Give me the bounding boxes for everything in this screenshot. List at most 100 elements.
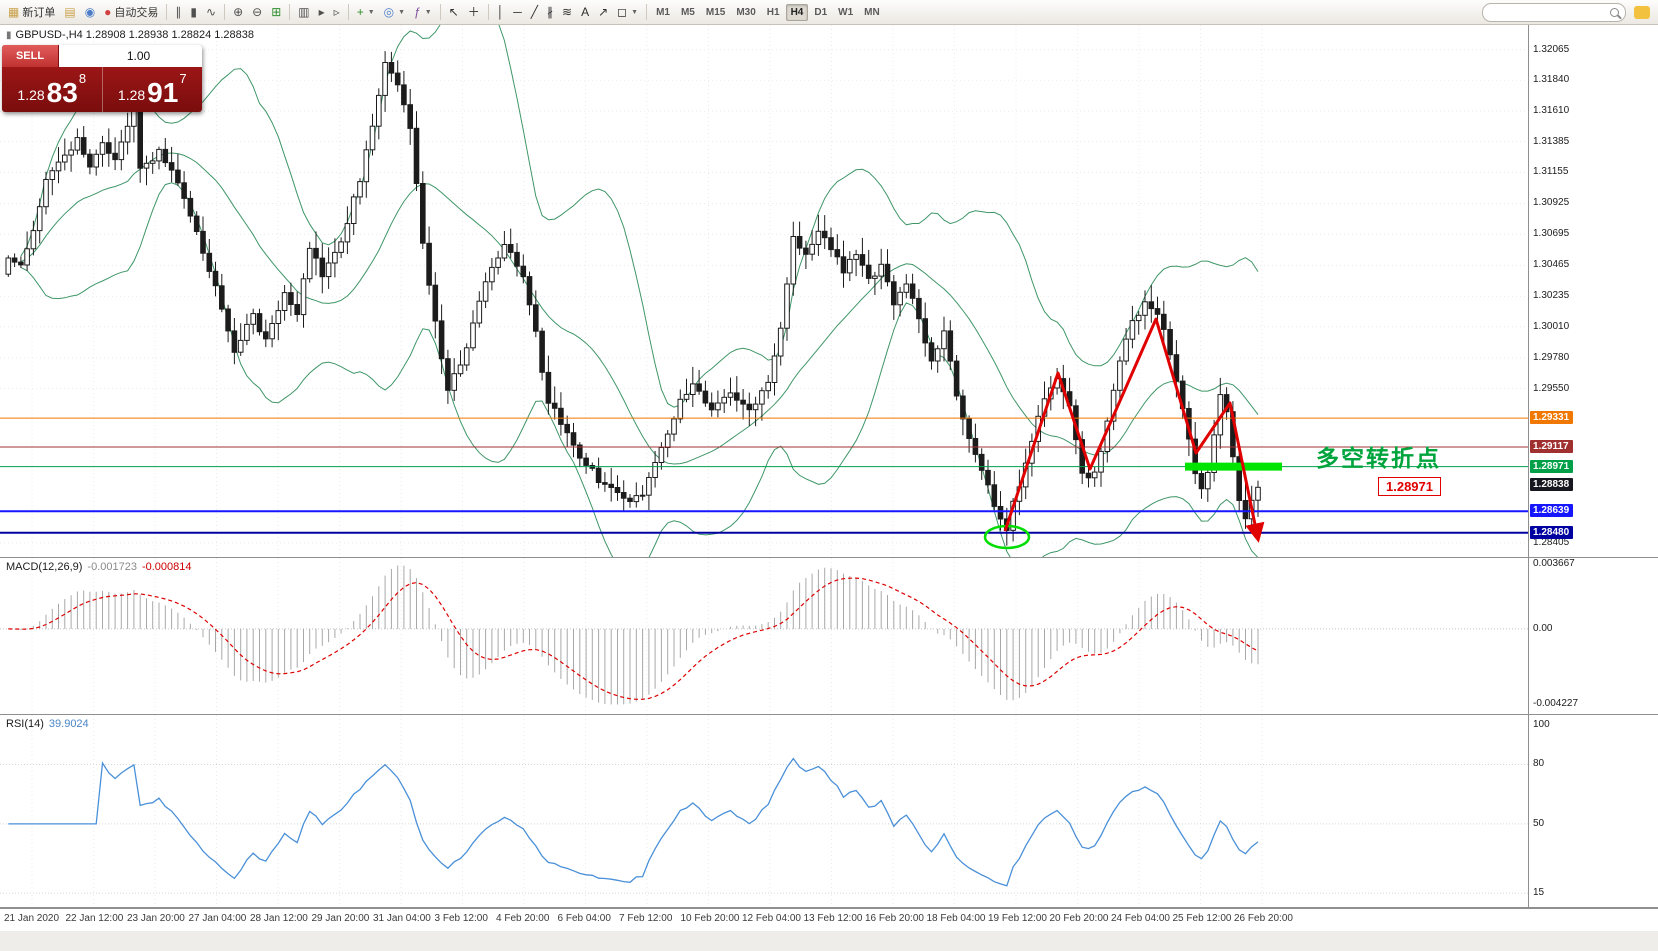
one-click-trading-panel: SELL ▲ ▼ BUY 1.28 83 8 1.28 91 7	[2, 45, 202, 112]
timeframe-w1-button[interactable]: W1	[838, 6, 854, 18]
new-order-icon: ▦	[8, 5, 20, 19]
new-order-button[interactable]: ▦ 新订单	[4, 3, 59, 21]
chart-shift-button[interactable]: ▹	[330, 3, 344, 21]
timeframe-m15-button[interactable]: M15	[705, 6, 726, 18]
search-input[interactable]	[1489, 5, 1610, 19]
price-axis: 1.32065 1.31840 1.31610 1.31385 1.31155 1.309…	[1528, 25, 1658, 908]
trendline-tool-button[interactable]: ╱	[527, 3, 542, 21]
line-chart-button[interactable]: ∿	[202, 3, 220, 21]
ohlc-bars-chart-icon: ∥	[175, 5, 182, 19]
new-chart-button[interactable]: + ▼	[353, 3, 379, 21]
rsi-axis-label: 100	[1533, 718, 1550, 730]
arrange-windows-button[interactable]: ▥	[294, 3, 313, 21]
time-axis-label: 31 Jan 04:00	[373, 913, 431, 924]
price-flag-label: 1.28971	[1378, 477, 1441, 496]
sell-price[interactable]: 1.28 83 8	[2, 67, 103, 112]
macd-title: MACD(12,26,9)	[6, 561, 83, 573]
channel-tool-button[interactable]: ∦	[543, 3, 557, 21]
sell-button[interactable]: SELL	[2, 45, 58, 67]
price-axis-label: 1.29780	[1533, 351, 1570, 363]
candlestick-chart-button[interactable]: ▮	[186, 3, 201, 21]
auto-trading-button[interactable]: ● 自动交易	[100, 3, 162, 21]
timeframe-m5-button[interactable]: M5	[680, 6, 695, 18]
ohlc-bars-chart-button[interactable]: ∥	[171, 3, 185, 21]
buy-price-point: 7	[179, 71, 187, 86]
turning-point-annotation: 多空转折点	[1316, 445, 1441, 471]
tile-windows-button[interactable]: ⊞	[267, 3, 285, 21]
crosshair-tool-icon: ＋	[467, 5, 480, 19]
time-axis-label: 24 Feb 04:00	[1111, 913, 1170, 924]
buy-price[interactable]: 1.28 91 7	[103, 67, 203, 112]
auto-scroll-icon: ▸	[318, 5, 325, 19]
vertical-line-tool-icon: │	[496, 5, 505, 19]
price-axis-label: 1.30010	[1533, 320, 1570, 332]
toolbar-separator	[224, 4, 226, 20]
zoom-out-button[interactable]: ⊖	[248, 3, 266, 21]
timeframe-mn-button[interactable]: MN	[864, 6, 880, 18]
timeframe-m30-button[interactable]: M30	[736, 6, 756, 18]
chart-window-button[interactable]: ▤	[60, 3, 79, 21]
rsi-panel[interactable]	[0, 715, 1528, 907]
timeframe-h4-button[interactable]: H4	[785, 3, 809, 21]
volume-input[interactable]	[59, 45, 202, 67]
macd-header: MACD(12,26,9) -0.001723 -0.000814	[6, 561, 192, 573]
arrange-windows-icon: ▥	[298, 5, 310, 19]
candlestick-chart[interactable]	[0, 25, 1528, 557]
horizontal-line-tool-button[interactable]: ─	[509, 3, 526, 21]
vertical-line-tool-button[interactable]: │	[493, 3, 509, 21]
price-axis-label: 1.31610	[1533, 105, 1570, 117]
indicators-button[interactable]: ƒ ▼	[410, 3, 436, 21]
new-chart-icon: +	[356, 5, 364, 19]
price-axis-label: 1.31840	[1533, 74, 1570, 86]
zoom-out-icon: ⊖	[252, 5, 263, 19]
price-axis-label: 1.30925	[1533, 197, 1570, 209]
price-badge: 1.28838	[1530, 477, 1574, 491]
time-axis-label: 12 Feb 04:00	[742, 913, 801, 924]
buy-price-pips: 91	[147, 77, 179, 108]
macd-panel[interactable]	[0, 558, 1528, 714]
shapes-tool-icon: ◻	[617, 5, 628, 19]
community-chat-icon[interactable]	[1634, 5, 1650, 19]
search-icon	[1610, 7, 1619, 17]
price-badge: 1.29331	[1530, 411, 1574, 425]
timeframe-bar: M1 M5 M15 M30 H1 H4 D1 W1 MN	[651, 3, 885, 21]
chart-window-icon: ▤	[64, 5, 76, 19]
panel-separator[interactable]	[0, 557, 1658, 558]
auto-scroll-button[interactable]: ▸	[315, 3, 329, 21]
timeframe-m1-button[interactable]: M1	[656, 6, 670, 18]
rsi-axis-label: 15	[1533, 887, 1545, 899]
cursor-tool-button[interactable]: ↖	[445, 3, 463, 21]
sell-price-pips: 83	[46, 77, 78, 108]
panel-separator[interactable]	[0, 714, 1658, 715]
timeframe-h1-button[interactable]: H1	[766, 6, 780, 18]
price-axis-label: 1.30695	[1533, 228, 1570, 240]
time-axis-label: 10 Feb 20:00	[680, 913, 740, 924]
profiles-button[interactable]: ◎ ▼	[380, 3, 409, 21]
toolbar-separator	[646, 4, 648, 20]
window-bottom-filler	[0, 930, 1658, 951]
community-button[interactable]: ◉	[81, 3, 99, 21]
community-icon: ◉	[84, 5, 96, 19]
timeframe-d1-button[interactable]: D1	[814, 6, 828, 18]
volume-box: ▲ ▼	[58, 45, 202, 67]
price-axis-label: 1.28405	[1533, 536, 1570, 548]
line-chart-icon: ∿	[206, 5, 217, 19]
fibonacci-tool-button[interactable]: ≋	[558, 3, 576, 21]
zoom-in-button[interactable]: ⊕	[229, 3, 247, 21]
arrow-tool-button[interactable]: ↗	[594, 3, 612, 21]
rsi-title: RSI(14)	[6, 718, 44, 730]
price-axis-label: 1.30235	[1533, 290, 1570, 302]
shapes-tool-button[interactable]: ◻ ▼	[613, 3, 642, 21]
panel-separator[interactable]	[0, 907, 1658, 908]
toolbar-buttons: ▦ 新订单 ▤ ◉ ● 自动交易 ∥ ▮ ∿ ⊕ ⊖ ⊞ ▥ ▸ ▹ + ▼ ◎ ▼ ƒ ▼ ↖ ＋ │ ─ ╱ ∦ ≋ A ↗ ◻ ▼	[4, 3, 650, 21]
crosshair-tool-button[interactable]: ＋	[464, 3, 484, 21]
rsi-header: RSI(14) 39.9024	[6, 718, 89, 730]
dropdown-caret-icon: ▼	[631, 8, 639, 16]
channel-tool-icon: ∦	[547, 5, 554, 19]
text-tool-button[interactable]: A	[577, 3, 593, 21]
sell-price-point: 8	[78, 71, 87, 86]
sell-price-big: 1.28	[17, 87, 45, 103]
toolbar-separator	[166, 4, 168, 20]
rsi-value: 39.9024	[48, 718, 89, 730]
search-box[interactable]	[1482, 2, 1626, 22]
